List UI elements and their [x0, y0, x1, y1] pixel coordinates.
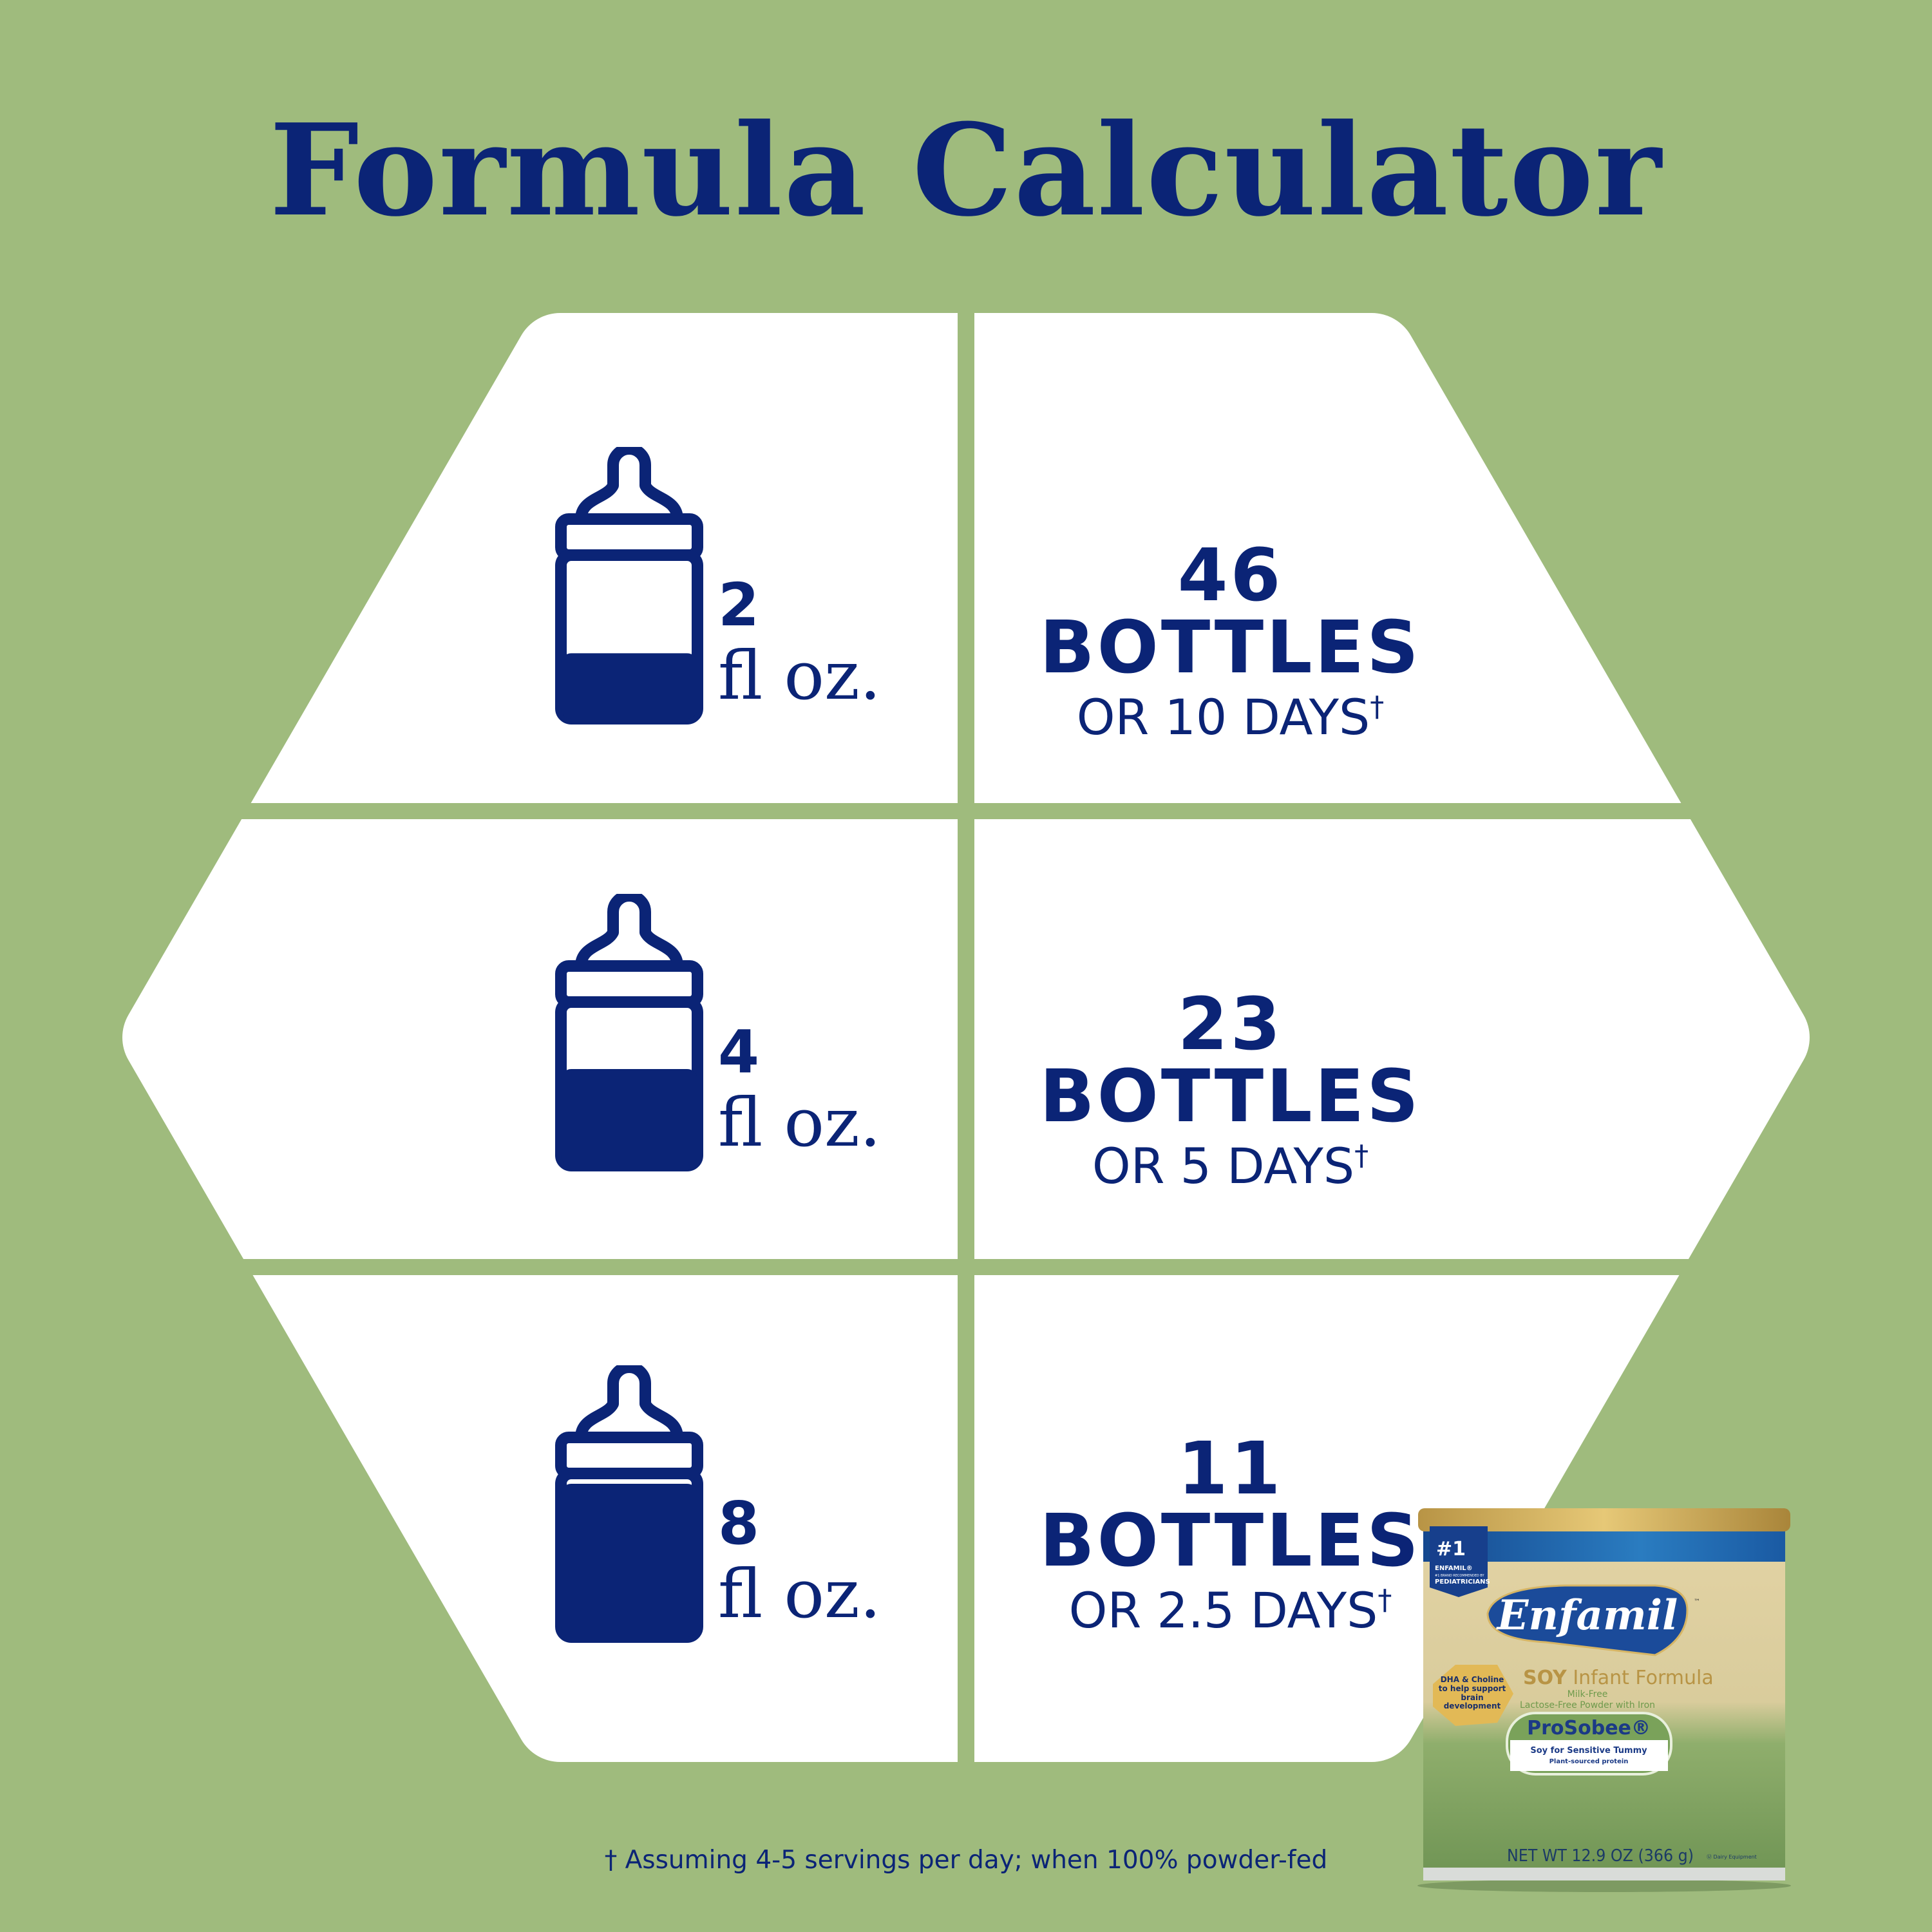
result: 23 BOTTLES OR 5 DAYS†: [974, 989, 1486, 1191]
badge-text: #1 BRAND RECOMMENDED BY: [1435, 1574, 1484, 1578]
claim-badge: DHA & Choline to help support brain deve…: [1438, 1676, 1506, 1711]
result: 46 BOTTLES OR 10 DAYS†: [974, 540, 1486, 742]
svg-text:SOY Infant Formula: SOY Infant Formula: [1523, 1667, 1714, 1689]
product-sub: Lactose-Free Powder with Iron: [1520, 1700, 1655, 1710]
product-type-bold: SOY: [1523, 1667, 1567, 1689]
trademark: ™: [1694, 1598, 1700, 1605]
oz-amount: 4: [718, 1018, 760, 1086]
baby-bottle-icon: [555, 447, 703, 724]
product-sub: Milk-Free: [1567, 1689, 1608, 1700]
result: 11 BOTTLES OR 2.5 DAYS†: [974, 1433, 1486, 1635]
oz-unit: fl oz.: [718, 636, 881, 715]
oz-amount: 8: [718, 1489, 760, 1558]
product-type: Infant Formula: [1573, 1667, 1713, 1689]
bottle-count: 23 BOTTLES: [1039, 983, 1421, 1139]
footnote: † Assuming 4-5 servings per day; when 10…: [604, 1846, 1328, 1875]
dairy-mark: Ⓤ Dairy Equipment: [1707, 1854, 1757, 1860]
brand-logo: Enfamil: [1496, 1591, 1678, 1640]
days-count: OR 2.5 DAYS: [1068, 1582, 1378, 1639]
bottle-fill-level: [561, 1069, 697, 1166]
oz-unit: fl oz.: [718, 1555, 881, 1633]
dagger-mark: †: [1354, 1139, 1369, 1172]
bottle-fill-level: [561, 653, 697, 719]
bottle-count: 11 BOTTLES: [1039, 1427, 1421, 1583]
dagger-mark: †: [1378, 1584, 1392, 1616]
days-count: OR 10 DAYS: [1076, 688, 1370, 746]
product-can-image: #1 ENFAMIL® #1 BRAND RECOMMENDED BY PEDI…: [1417, 1508, 1791, 1892]
product-tagline: Plant-sourced protein: [1549, 1758, 1629, 1765]
bottle-count: 46 BOTTLES: [1039, 534, 1421, 690]
oz-amount: 2: [718, 571, 760, 639]
baby-bottle-icon: [555, 1365, 703, 1643]
baby-bottle-icon: [555, 894, 703, 1171]
days-count: OR 5 DAYS: [1092, 1137, 1355, 1195]
badge-text: ENFAMIL®: [1435, 1565, 1473, 1572]
badge-number: #1: [1436, 1538, 1466, 1560]
oz-unit: fl oz.: [718, 1083, 881, 1162]
product-tagline: Soy for Sensitive Tummy: [1530, 1746, 1647, 1756]
net-weight: NET WT 12.9 OZ (366 g): [1507, 1846, 1694, 1866]
dagger-mark: †: [1370, 690, 1385, 723]
badge-text: PEDIATRICIANS: [1435, 1578, 1490, 1586]
product-name: ProSobee®: [1527, 1717, 1651, 1739]
page-title: Formula Calculator: [269, 97, 1663, 245]
bottle-fill-level: [561, 1484, 697, 1637]
